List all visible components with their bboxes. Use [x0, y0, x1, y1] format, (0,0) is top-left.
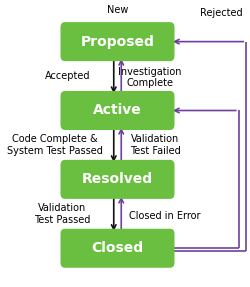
FancyBboxPatch shape	[60, 22, 174, 61]
FancyBboxPatch shape	[60, 91, 174, 130]
Text: Closed in Error: Closed in Error	[129, 211, 201, 221]
Text: Validation
Test Failed: Validation Test Failed	[130, 134, 180, 156]
Text: Resolved: Resolved	[82, 172, 153, 186]
Text: Closed: Closed	[92, 241, 144, 255]
Text: Rejected: Rejected	[200, 8, 242, 18]
FancyBboxPatch shape	[60, 229, 174, 268]
Text: Active: Active	[93, 104, 142, 117]
Text: Validation
Test Passed: Validation Test Passed	[34, 203, 91, 225]
Text: Investigation
Complete: Investigation Complete	[118, 67, 182, 88]
Text: Accepted: Accepted	[45, 71, 90, 81]
Text: Proposed: Proposed	[80, 35, 154, 49]
Text: Code Complete &
System Test Passed: Code Complete & System Test Passed	[7, 134, 103, 156]
FancyBboxPatch shape	[60, 160, 174, 199]
Text: New: New	[107, 5, 128, 15]
